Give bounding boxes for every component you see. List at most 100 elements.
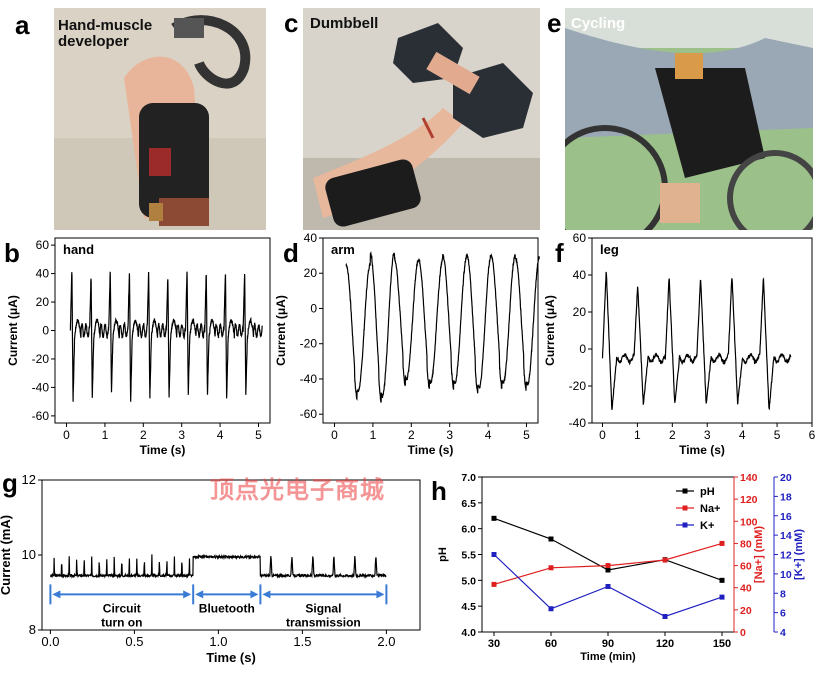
panel-letter-e: e xyxy=(547,8,562,38)
chart-h-xtick-label: 90 xyxy=(602,638,614,650)
chart-h-ylabel-right1: [Na+] (mM) xyxy=(753,526,765,583)
chart-f-ytick-label: 40 xyxy=(573,268,587,282)
chart-g-xtick-label: 1.5 xyxy=(293,634,311,649)
chart-d-title: arm xyxy=(331,242,355,257)
chart-h-ytick-label-right1: 60 xyxy=(740,561,752,573)
chart-g-xlabel: Time (s) xyxy=(206,650,256,665)
chart-d-ytick-label: -40 xyxy=(300,372,318,386)
chart-g-phase-label: Signal xyxy=(305,601,341,615)
chart-h-ytick-label-right1: 0 xyxy=(740,627,746,639)
chart-h-ytick-label-right2: 4 xyxy=(780,627,786,639)
chart-h-xlabel: Time (min) xyxy=(580,651,636,663)
chart-b-title: hand xyxy=(63,242,94,257)
chart-g-phase-label: transmission xyxy=(286,615,361,629)
chart-h-series-K+-point xyxy=(719,594,725,600)
chart-b-xtick-label: 5 xyxy=(255,428,262,442)
chart-d-xtick-label: 0 xyxy=(331,428,338,442)
panel-letter-c: c xyxy=(284,8,299,38)
chart-h-series-K+-point xyxy=(662,614,668,619)
photo-cycling xyxy=(565,8,813,230)
chart-g-phase-arrowhead xyxy=(52,590,61,599)
chart-h-series-Na+-point xyxy=(719,540,725,546)
chart-h-ytick-label-left: 6.0 xyxy=(461,524,476,536)
chart-b: 0 1 2 3 4 5 -60 -40 -20 0 20 40 60 Time (s) Current (μ… xyxy=(6,237,271,457)
hand-photo-illustration xyxy=(54,8,266,230)
chart-f-ylabel: Current (μA) xyxy=(543,295,557,366)
photo-hand-muscle-developer xyxy=(54,8,266,230)
chart-g-phase-arrowhead xyxy=(250,590,259,599)
photo-label-c: Dumbbell xyxy=(310,15,379,32)
panel-letter-d: d xyxy=(283,238,299,268)
dumbbell-photo-illustration xyxy=(303,8,540,230)
chart-h-ytick-label-right1: 40 xyxy=(740,583,752,595)
chart-f-ytick-label: -20 xyxy=(569,379,587,393)
chart-h-ytick-label-right1: 120 xyxy=(740,494,758,506)
chart-g-phase-arrowhead xyxy=(183,590,192,599)
chart-b-xtick-label: 2 xyxy=(140,428,147,442)
chart-d-ytick-label: 40 xyxy=(304,231,318,245)
chart-g-phase-label: turn on xyxy=(101,615,142,629)
chart-h-xtick-label: 60 xyxy=(545,638,557,650)
chart-h-ytick-label-right1: 80 xyxy=(740,538,752,550)
chart-f-xtick-label: 5 xyxy=(774,428,781,442)
photo-label-e: Cycling xyxy=(571,15,626,32)
chart-g-phase-arrowhead xyxy=(262,590,271,599)
photo-dumbbell xyxy=(303,8,540,230)
panel-letter-h: h xyxy=(431,476,447,506)
chart-h-legend-label: pH xyxy=(700,486,715,498)
chart-h-ytick-label-right2: 18 xyxy=(780,491,792,503)
watermark-text: 顶点光电子商城 xyxy=(210,476,385,504)
chart-h-ytick-label-right2: 6 xyxy=(780,608,786,620)
chart-b-ytick-label: 0 xyxy=(42,324,49,338)
chart-h-ytick-label-right1: 140 xyxy=(740,472,758,484)
chart-h-series-Na+-point xyxy=(662,557,668,563)
chart-g: 0.0 0.5 1.0 1.5 2.0 8 10 12 Time (s) Current (mA) xyxy=(0,472,421,665)
chart-h-ytick-label-right2: 10 xyxy=(780,569,792,581)
chart-d-xtick-label: 2 xyxy=(408,428,415,442)
chart-f-ytick-label: 20 xyxy=(573,305,587,319)
chart-h-series-pH-point xyxy=(719,577,725,583)
chart-d-ylabel: Current (μA) xyxy=(274,295,288,366)
chart-f-xtick-label: 4 xyxy=(739,428,746,442)
chart-h-series-pH-point xyxy=(491,515,497,521)
chart-d-xtick-label: 4 xyxy=(485,428,492,442)
chart-d-xtick-label: 1 xyxy=(370,428,377,442)
chart-h-ytick-label-left: 4.0 xyxy=(461,627,476,639)
chart-h-legend-marker xyxy=(682,488,688,494)
chart-h-series-Na+-point xyxy=(605,563,611,569)
chart-d-ytick-label: -20 xyxy=(300,337,318,351)
chart-h-series-K+-point xyxy=(548,606,554,612)
chart-h-ylabel-left: pH xyxy=(437,547,449,562)
chart-f-frame xyxy=(591,237,813,424)
chart-b-xtick-label: 1 xyxy=(102,428,109,442)
chart-h-ytick-label-left: 7.0 xyxy=(461,472,476,484)
panel-letter-a: a xyxy=(15,10,30,40)
chart-b-xtick-label: 4 xyxy=(217,428,224,442)
chart-f-ytick-label: 0 xyxy=(579,342,586,356)
chart-f-xtick-label: 6 xyxy=(809,428,816,442)
chart-h-xtick-label: 30 xyxy=(488,638,500,650)
chart-g-phase-label: Bluetooth xyxy=(199,601,255,615)
chart-f-xlabel: Time (s) xyxy=(679,443,725,457)
chart-d-ytick-label: 20 xyxy=(304,266,318,280)
chart-g-xtick-label: 2.0 xyxy=(377,634,395,649)
chart-h-ytick-label-left: 4.5 xyxy=(461,601,476,613)
chart-f-xtick-label: 2 xyxy=(669,428,676,442)
chart-h-ylabel-right2: [K+] (mM) xyxy=(793,529,805,580)
chart-b-ytick-label: 40 xyxy=(36,267,50,281)
chart-h-series-pH-point xyxy=(605,567,611,573)
chart-g-ytick-label: 8 xyxy=(29,622,36,637)
chart-h-ytick-label-right2: 8 xyxy=(780,588,786,600)
panel-letter-g: g xyxy=(2,468,18,498)
chart-b-ytick-label: 20 xyxy=(36,295,50,309)
chart-b-ytick-label: -60 xyxy=(32,409,50,423)
chart-h-ytick-label-right2: 16 xyxy=(780,511,792,523)
chart-g-phase-label: Circuit xyxy=(103,601,141,615)
chart-d-xlabel: Time (s) xyxy=(408,443,454,457)
chart-f-series-line xyxy=(601,271,792,411)
cycling-photo-illustration xyxy=(565,8,813,230)
chart-h-legend-label: Na+ xyxy=(700,503,721,515)
chart-b-series-line xyxy=(69,271,263,402)
